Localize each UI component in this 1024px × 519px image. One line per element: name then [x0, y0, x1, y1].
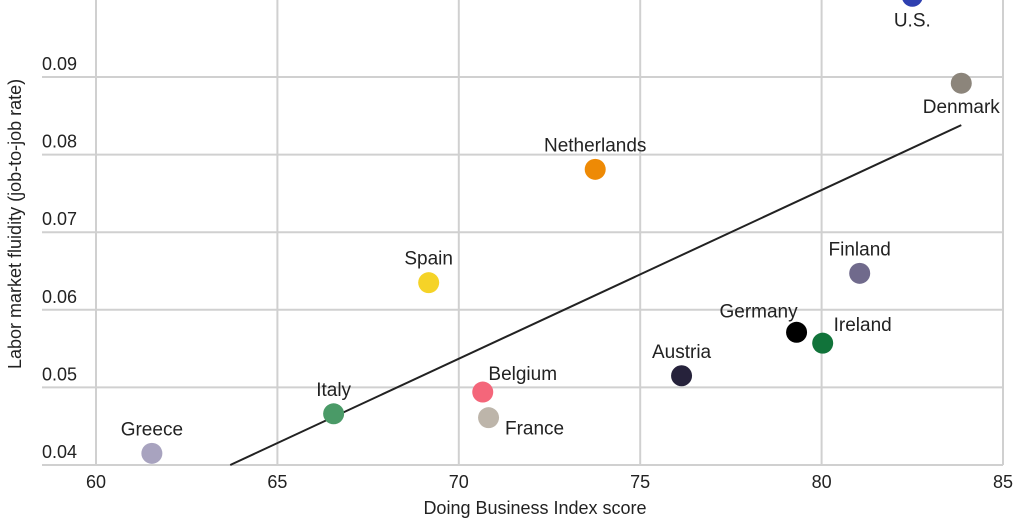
point-marker [786, 321, 808, 343]
x-axis-title: Doing Business Index score [423, 498, 647, 518]
point-label: France [505, 419, 564, 440]
data-points: U.S. Denmark Netherlands Spain Finland German… [121, 0, 1001, 464]
x-tick-label: 70 [449, 472, 469, 492]
point-label: Ireland [834, 315, 892, 336]
point-label: Finland [829, 239, 891, 260]
point-label: Austria [652, 342, 712, 363]
y-tick-label: 0.06 [42, 287, 77, 307]
y-tick-label: 0.05 [42, 364, 77, 384]
point-marker [812, 332, 834, 354]
point-marker [849, 262, 871, 284]
x-axis-ticks: 60 65 70 75 80 85 [86, 472, 1013, 492]
y-axis-title: Labor market fluidity (job-to-job rate) [5, 78, 25, 369]
data-point-finland: Finland [829, 239, 891, 284]
point-marker [902, 0, 923, 7]
data-point-austria: Austria [652, 342, 712, 387]
point-label: Italy [316, 380, 351, 401]
data-point-denmark: Denmark [923, 72, 1001, 118]
y-tick-label: 0.04 [42, 442, 77, 462]
point-label: Belgium [488, 364, 557, 385]
data-point-italy: Italy [316, 380, 352, 425]
data-point-germany: Germany [719, 301, 808, 343]
point-label: Germany [719, 301, 798, 322]
data-point-belgium: Belgium [472, 364, 557, 403]
x-tick-label: 75 [630, 472, 650, 492]
data-point-france: France [478, 407, 564, 440]
point-marker [671, 365, 693, 387]
regression-line [229, 124, 962, 466]
x-tick-label: 85 [993, 472, 1013, 492]
trend-line [229, 124, 962, 466]
data-point-greece: Greece [121, 419, 183, 464]
point-marker [418, 272, 440, 294]
point-label: Netherlands [544, 135, 646, 156]
x-tick-label: 65 [267, 472, 287, 492]
y-axis-ticks: 0.04 0.05 0.06 0.07 0.08 0.09 [42, 54, 77, 462]
point-marker [950, 72, 972, 94]
point-marker [478, 407, 500, 429]
point-label: Spain [404, 249, 453, 270]
point-label: U.S. [894, 10, 931, 31]
y-tick-label: 0.08 [42, 132, 77, 152]
point-label: Denmark [923, 97, 1001, 118]
point-marker [472, 381, 494, 403]
x-tick-label: 80 [812, 472, 832, 492]
data-point-spain: Spain [404, 249, 453, 294]
y-tick-label: 0.09 [42, 54, 77, 74]
data-point-ireland: Ireland [812, 315, 892, 354]
grid-lines [42, 0, 1004, 466]
point-marker [584, 158, 606, 180]
x-tick-label: 60 [86, 472, 106, 492]
data-point-netherlands: Netherlands [544, 135, 646, 180]
point-marker [141, 442, 163, 464]
point-marker [323, 403, 345, 425]
point-label: Greece [121, 419, 183, 440]
y-tick-label: 0.07 [42, 209, 77, 229]
data-point-us: U.S. [894, 0, 931, 31]
